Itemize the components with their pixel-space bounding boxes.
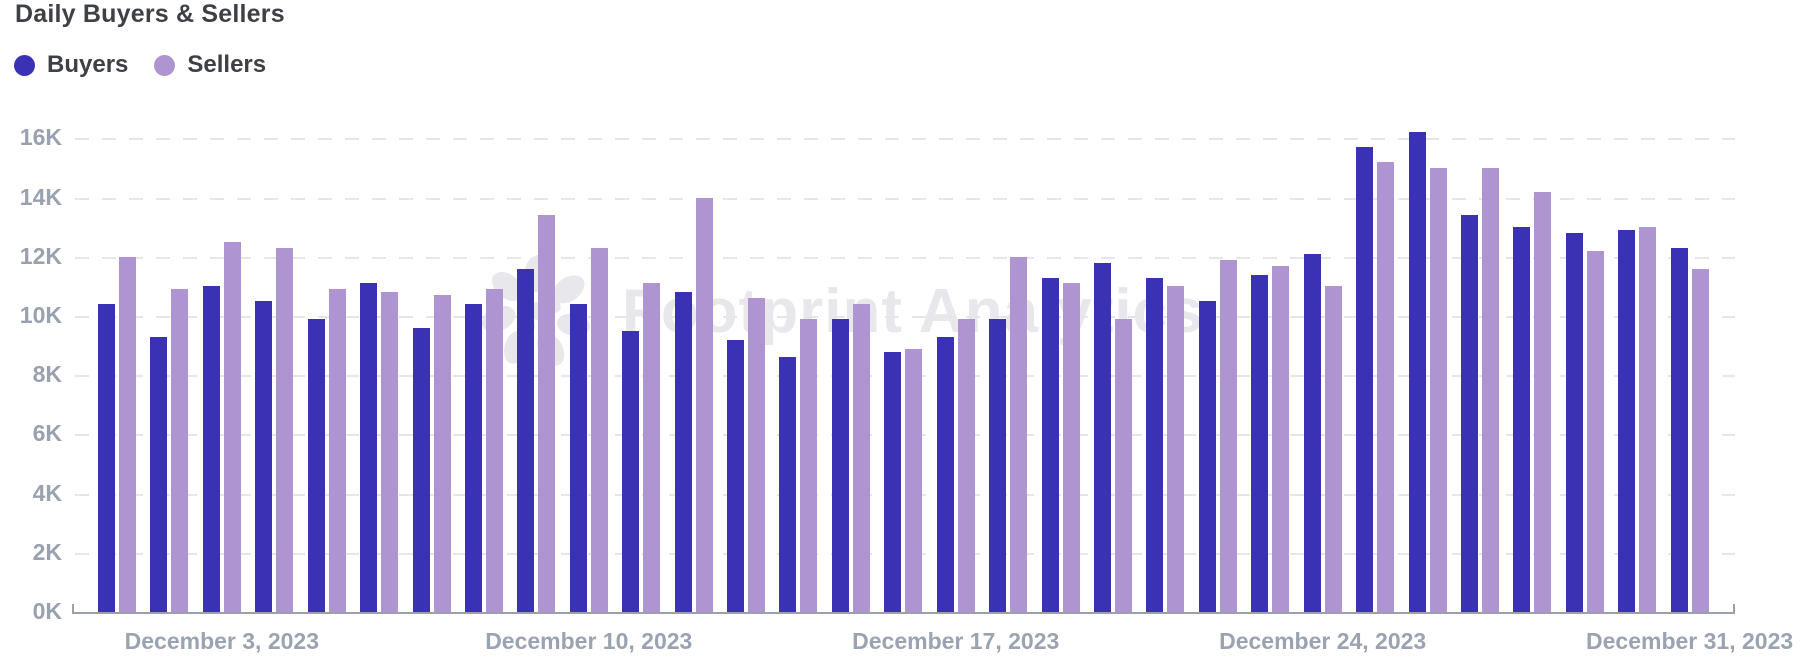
- legend-item-sellers[interactable]: Sellers: [154, 51, 266, 79]
- x-axis-right-end-tick: [1733, 604, 1735, 613]
- bar-buyers-dec-6-2023[interactable]: [360, 283, 378, 612]
- bar-sellers-dec-7-2023[interactable]: [433, 295, 451, 612]
- bar-buyers-dec-19-2023[interactable]: [1041, 277, 1059, 612]
- bar-buyers-dec-12-2023[interactable]: [674, 292, 692, 612]
- y-axis-label-14K: 14K: [19, 183, 62, 210]
- bar-buyers-dec-8-2023[interactable]: [464, 304, 482, 612]
- legend: Buyers Sellers: [14, 51, 266, 79]
- legend-item-buyers[interactable]: Buyers: [14, 51, 128, 79]
- bar-sellers-dec-21-2023[interactable]: [1167, 286, 1185, 612]
- bar-buyers-dec-11-2023[interactable]: [622, 330, 640, 612]
- y-axis-label-4K: 4K: [32, 479, 62, 506]
- x-axis-label-31: December 31, 2023: [1586, 628, 1794, 654]
- bar-sellers-dec-9-2023[interactable]: [538, 215, 556, 612]
- bar-buyers-dec-29-2023[interactable]: [1565, 233, 1583, 612]
- bar-buyers-dec-28-2023[interactable]: [1513, 227, 1531, 612]
- bar-sellers-dec-12-2023[interactable]: [695, 197, 713, 612]
- x-axis-line: [72, 612, 1735, 614]
- bar-buyers-dec-9-2023[interactable]: [517, 268, 535, 612]
- gridline-14K: [75, 197, 1735, 200]
- bar-buyers-dec-4-2023[interactable]: [255, 301, 273, 612]
- bar-buyers-dec-24-2023[interactable]: [1303, 253, 1321, 612]
- y-axis-label-8K: 8K: [32, 361, 62, 388]
- bar-sellers-dec-8-2023[interactable]: [485, 289, 503, 612]
- bar-buyers-dec-21-2023[interactable]: [1146, 277, 1164, 612]
- y-axis-label-16K: 16K: [19, 124, 62, 151]
- x-axis-label-17: December 17, 2023: [852, 628, 1060, 654]
- bar-sellers-dec-13-2023[interactable]: [748, 298, 766, 612]
- x-axis-left-end-tick: [72, 604, 74, 613]
- gridline-10K: [75, 316, 1735, 318]
- bar-sellers-dec-29-2023[interactable]: [1586, 250, 1604, 612]
- bar-sellers-dec-3-2023[interactable]: [223, 242, 241, 612]
- x-axis-label-24: December 24, 2023: [1219, 628, 1427, 654]
- bar-sellers-dec-5-2023[interactable]: [328, 289, 346, 612]
- bar-sellers-dec-6-2023[interactable]: [381, 292, 399, 612]
- bar-buyers-dec-3-2023[interactable]: [202, 286, 220, 612]
- bar-buyers-dec-27-2023[interactable]: [1460, 215, 1478, 612]
- bar-buyers-dec-22-2023[interactable]: [1198, 301, 1216, 612]
- gridline-2K: [75, 552, 1735, 555]
- y-axis-label-12K: 12K: [19, 242, 62, 269]
- y-axis-label-2K: 2K: [32, 538, 62, 565]
- legend-label-buyers: Buyers: [47, 51, 129, 78]
- bar-sellers-dec-1-2023[interactable]: [119, 256, 136, 612]
- bar-buyers-dec-16-2023[interactable]: [884, 351, 902, 612]
- chart-title: Daily Buyers & Sellers: [15, 0, 285, 28]
- bar-buyers-dec-17-2023[interactable]: [936, 336, 954, 612]
- x-axis-label-3: December 3, 2023: [124, 628, 320, 654]
- bar-sellers-dec-14-2023[interactable]: [800, 318, 818, 612]
- bar-sellers-dec-17-2023[interactable]: [957, 318, 975, 612]
- bar-buyers-dec-1-2023[interactable]: [98, 304, 115, 612]
- bar-sellers-dec-4-2023[interactable]: [276, 247, 294, 612]
- bar-buyers-dec-2-2023[interactable]: [150, 336, 168, 612]
- sellers-legend-dot-icon: [154, 54, 176, 76]
- bar-buyers-dec-30-2023[interactable]: [1618, 230, 1636, 612]
- bar-sellers-dec-10-2023[interactable]: [590, 247, 608, 612]
- bar-sellers-dec-22-2023[interactable]: [1219, 259, 1237, 612]
- y-axis-label-0K: 0K: [32, 598, 62, 624]
- legend-label-sellers: Sellers: [187, 51, 267, 78]
- bar-buyers-dec-20-2023[interactable]: [1093, 262, 1111, 612]
- bar-sellers-dec-24-2023[interactable]: [1324, 286, 1342, 612]
- bar-sellers-dec-2-2023[interactable]: [171, 289, 189, 612]
- bar-sellers-dec-19-2023[interactable]: [1062, 283, 1080, 612]
- gridline-8K: [75, 375, 1735, 378]
- gridline-4K: [75, 493, 1735, 496]
- gridline-16K: [75, 138, 1735, 141]
- bar-buyers-dec-7-2023[interactable]: [412, 327, 430, 612]
- bar-sellers-dec-28-2023[interactable]: [1534, 191, 1552, 612]
- bar-sellers-dec-30-2023[interactable]: [1639, 227, 1657, 612]
- bar-sellers-dec-20-2023[interactable]: [1114, 318, 1132, 612]
- bar-buyers-dec-25-2023[interactable]: [1356, 147, 1374, 612]
- y-axis-label-6K: 6K: [32, 420, 62, 447]
- bar-buyers-dec-31-2023[interactable]: [1670, 247, 1688, 612]
- bar-sellers-dec-25-2023[interactable]: [1377, 162, 1395, 612]
- bar-sellers-dec-15-2023[interactable]: [852, 304, 870, 612]
- bar-sellers-dec-31-2023[interactable]: [1691, 268, 1709, 612]
- x-axis-label-10: December 10, 2023: [485, 628, 693, 654]
- bar-buyers-dec-5-2023[interactable]: [307, 318, 325, 612]
- gridline-6K: [75, 434, 1735, 437]
- bar-buyers-dec-10-2023[interactable]: [569, 304, 587, 612]
- bar-buyers-dec-18-2023[interactable]: [989, 318, 1007, 612]
- bar-sellers-dec-18-2023[interactable]: [1010, 256, 1028, 612]
- bar-buyers-dec-23-2023[interactable]: [1251, 274, 1269, 612]
- bar-buyers-dec-14-2023[interactable]: [779, 357, 797, 612]
- buyers-legend-dot-icon: [14, 54, 35, 76]
- bar-sellers-dec-23-2023[interactable]: [1272, 265, 1290, 612]
- bar-buyers-dec-15-2023[interactable]: [831, 318, 849, 612]
- gridline-12K: [75, 256, 1735, 259]
- y-axis-label-10K: 10K: [19, 302, 62, 328]
- bar-buyers-dec-26-2023[interactable]: [1408, 132, 1426, 612]
- bar-sellers-dec-11-2023[interactable]: [643, 283, 661, 612]
- bar-sellers-dec-16-2023[interactable]: [905, 348, 923, 612]
- bar-sellers-dec-26-2023[interactable]: [1429, 168, 1447, 612]
- bar-buyers-dec-13-2023[interactable]: [727, 339, 745, 612]
- bar-sellers-dec-27-2023[interactable]: [1481, 168, 1499, 612]
